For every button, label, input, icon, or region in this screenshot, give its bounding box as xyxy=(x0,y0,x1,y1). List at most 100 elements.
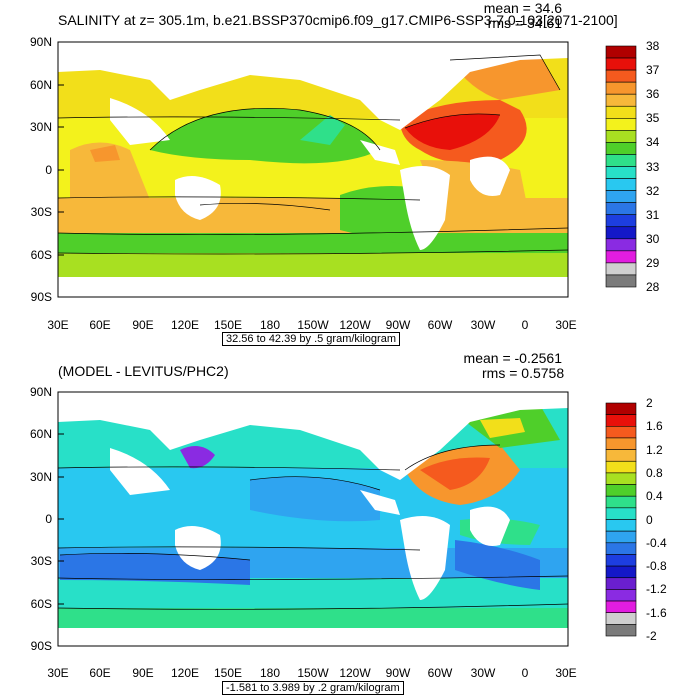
colorbar-swatch xyxy=(605,414,637,427)
lon-label: 30E xyxy=(47,318,69,332)
colorbar-swatch xyxy=(605,238,637,252)
colorbar-swatch xyxy=(605,178,637,191)
colorbar-swatch xyxy=(605,589,637,602)
panel2-ticks xyxy=(58,391,64,647)
lon-label: 150W xyxy=(297,318,329,332)
colorbar-swatch xyxy=(605,425,637,439)
colorbar-swatch xyxy=(605,118,637,131)
colorbar-tick-label: 0.4 xyxy=(646,489,663,504)
colorbar-swatch xyxy=(605,202,637,215)
colorbar-tick-label: 38 xyxy=(646,39,660,53)
lon-label: 90W xyxy=(385,318,411,332)
colorbar-swatch xyxy=(605,542,637,555)
colorbar-tick-label: 37 xyxy=(646,63,660,78)
lat-label: 90S xyxy=(30,639,52,653)
panel1-rms: rms = 34.61 xyxy=(487,15,562,31)
lon-label: 150W xyxy=(297,666,329,680)
colorbar-swatch xyxy=(605,519,637,532)
lon-label: 150E xyxy=(213,318,243,332)
lon-label: 0 xyxy=(521,666,529,680)
lat-label: 60S xyxy=(30,248,52,262)
panel2-mean: mean = -0.2561 xyxy=(463,350,562,366)
lon-label: 180 xyxy=(259,318,281,332)
colorbar-swatch xyxy=(605,624,637,637)
colorbar-tick-label: 0.8 xyxy=(646,465,663,480)
colorbar-tick-label: 33 xyxy=(646,159,660,174)
colorbar-tick-label: 31 xyxy=(646,207,660,222)
panel2-rms: rms = 0.5758 xyxy=(482,365,565,381)
lon-label: 30E xyxy=(555,318,577,332)
colorbar-tick-label: -0.8 xyxy=(646,559,667,574)
colorbar-swatch xyxy=(605,45,637,59)
lat-label: 30S xyxy=(30,554,52,568)
lon-label: 150E xyxy=(213,666,243,680)
colorbar-swatch xyxy=(605,166,637,179)
colorbar-swatch xyxy=(605,437,637,450)
colorbar-tick-label: 29 xyxy=(646,255,660,270)
lon-label: 30E xyxy=(555,666,577,680)
colorbar-swatch xyxy=(605,530,637,544)
lon-label: 60E xyxy=(89,666,111,680)
colorbar-tick-label: 0 xyxy=(646,512,653,527)
panel2-colorbar xyxy=(605,402,637,637)
colorbar-swatch xyxy=(605,554,637,567)
colorbar-swatch xyxy=(605,93,637,107)
colorbar-swatch xyxy=(605,190,637,203)
panel1-range-label: 32.56 to 42.39 by .5 gram/kilogram xyxy=(222,332,400,346)
lon-label: 180 xyxy=(259,666,281,680)
colorbar-swatch xyxy=(605,57,637,71)
colorbar-tick-label: -2 xyxy=(646,629,657,643)
colorbar-swatch xyxy=(605,402,637,415)
lon-label: 90E xyxy=(132,318,154,332)
colorbar-swatch xyxy=(605,274,637,288)
colorbar-tick-label: 35 xyxy=(646,111,660,126)
lon-label: 120E xyxy=(170,318,200,332)
colorbar-tick-label: -1.6 xyxy=(646,605,667,620)
lon-label: 90W xyxy=(385,666,411,680)
lat-label: 90N xyxy=(29,35,52,49)
lon-label: 120W xyxy=(339,666,371,680)
lon-label: 120W xyxy=(339,318,371,332)
panel1-map xyxy=(58,42,568,297)
colorbar-swatch xyxy=(605,69,637,83)
lat-label: 30S xyxy=(30,205,52,219)
colorbar-swatch xyxy=(605,449,637,462)
lon-label: 60W xyxy=(427,666,453,680)
colorbar-swatch xyxy=(605,565,637,579)
lat-label: 0 xyxy=(45,163,52,177)
panel2-range-label: -1.581 to 3.989 by .2 gram/kilogram xyxy=(222,681,404,695)
colorbar-tick-label: 1.6 xyxy=(646,419,663,434)
colorbar-swatch xyxy=(605,460,637,474)
lat-label: 60N xyxy=(29,427,52,441)
lon-label: 30W xyxy=(470,666,496,680)
lat-label: 60N xyxy=(29,78,52,92)
colorbar-tick-label: -1.2 xyxy=(646,582,667,597)
colorbar-swatch xyxy=(605,612,637,625)
colorbar-tick-label: -0.4 xyxy=(646,535,667,550)
lon-label: 60W xyxy=(427,318,453,332)
colorbar-swatch xyxy=(605,142,637,155)
panel1-colorbar xyxy=(605,45,637,288)
panel1-ticks xyxy=(58,41,64,298)
panel1-mean: mean = 34.6 xyxy=(483,0,562,16)
colorbar-tick-label: 36 xyxy=(646,87,660,102)
lat-label: 90N xyxy=(29,385,52,399)
lat-label: 90S xyxy=(30,290,52,304)
panel1-title: SALINITY at z= 305.1m, b.e21.BSSP370cmip… xyxy=(58,12,618,28)
colorbar-swatch xyxy=(605,600,637,613)
lat-label: 30N xyxy=(29,120,52,134)
colorbar-swatch xyxy=(605,262,637,276)
lon-label: 120E xyxy=(170,666,200,680)
colorbar-swatch xyxy=(605,495,637,509)
colorbar-swatch xyxy=(605,105,637,119)
colorbar-swatch xyxy=(605,226,637,240)
lon-label: 90E xyxy=(132,666,154,680)
panel2-map xyxy=(58,392,568,646)
colorbar-tick-label: 1.2 xyxy=(646,442,663,457)
colorbar-swatch xyxy=(605,214,637,228)
lon-label: 30E xyxy=(47,666,69,680)
lon-label: 0 xyxy=(521,318,529,332)
colorbar-swatch xyxy=(605,154,637,167)
colorbar-tick-label: 32 xyxy=(646,183,660,198)
